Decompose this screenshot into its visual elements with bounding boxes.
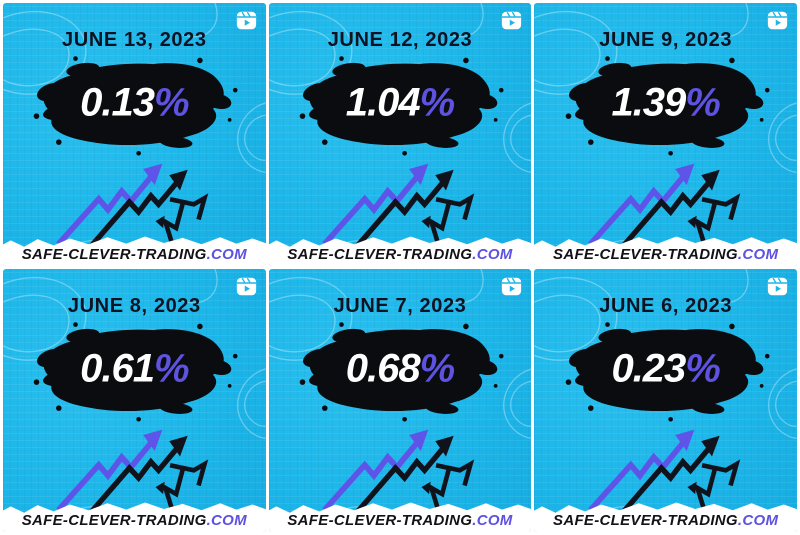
website-label: SAFE-CLEVER-TRADING.COM	[534, 512, 797, 529]
post-date: JUNE 8, 2023	[67, 295, 201, 317]
website-label: SAFE-CLEVER-TRADING.COM	[534, 246, 797, 263]
percent-number: 1.04	[345, 80, 421, 125]
ink-splash: 0.13%	[25, 53, 243, 157]
percent-value: 0.23%	[611, 346, 721, 392]
post-tile: JUNE 7, 2023 0.68% SAFE-CLEVER-TRADING.C…	[268, 269, 532, 532]
ink-splash: 1.39%	[557, 53, 775, 157]
percent-value: 0.61%	[80, 346, 190, 392]
percent-number: 1.39	[611, 80, 686, 125]
post-tile: JUNE 9, 2023 1.39% SAFE-CLEVER-TRADING.C…	[534, 3, 797, 266]
trend-arrows-icon	[582, 422, 750, 514]
site-tld: .COM	[737, 246, 779, 263]
site-tld: .COM	[206, 512, 247, 529]
website-label: SAFE-CLEVER-TRADING.COM	[269, 512, 532, 529]
ink-splash: 0.23%	[557, 319, 775, 423]
website-label: SAFE-CLEVER-TRADING.COM	[269, 246, 532, 263]
site-name: SAFE-CLEVER-TRADING	[21, 512, 207, 529]
site-tld: .COM	[472, 246, 513, 263]
percent-value: 1.04%	[345, 80, 456, 126]
reels-icon	[236, 276, 257, 297]
site-name: SAFE-CLEVER-TRADING	[553, 512, 738, 529]
reels-icon	[501, 10, 522, 31]
trend-arrows-icon	[50, 422, 218, 514]
post-date: JUNE 6, 2023	[599, 295, 733, 317]
ink-splash: 0.61%	[25, 319, 243, 423]
trend-arrows-icon	[316, 156, 484, 248]
percent-sign: %	[685, 80, 721, 125]
site-tld: .COM	[472, 512, 513, 529]
ink-splash: 1.04%	[291, 53, 509, 157]
percent-sign: %	[685, 346, 721, 391]
site-name: SAFE-CLEVER-TRADING	[287, 246, 473, 263]
post-date: JUNE 7, 2023	[333, 295, 467, 317]
post-tile: JUNE 8, 2023 0.61% SAFE-CLEVER-TRADING.C…	[3, 269, 266, 532]
reels-icon	[236, 10, 257, 31]
trend-arrows-icon	[316, 422, 484, 514]
site-tld: .COM	[737, 512, 779, 529]
ink-splash: 0.68%	[291, 319, 509, 423]
reels-icon	[501, 276, 522, 297]
site-name: SAFE-CLEVER-TRADING	[287, 512, 473, 529]
post-tile: JUNE 12, 2023 1.04% SAFE-CLEVER-TRADING.…	[268, 3, 532, 266]
post-tile: JUNE 13, 2023 0.13% SAFE-CLEVER-TRADING.…	[3, 3, 266, 266]
percent-value: 1.39%	[611, 80, 721, 126]
website-label: SAFE-CLEVER-TRADING.COM	[3, 512, 266, 529]
percent-value: 0.13%	[80, 80, 190, 126]
percent-sign: %	[419, 346, 456, 391]
post-date: JUNE 12, 2023	[327, 29, 473, 51]
post-date: JUNE 13, 2023	[62, 29, 207, 51]
site-name: SAFE-CLEVER-TRADING	[21, 246, 207, 263]
percent-sign: %	[153, 80, 190, 125]
post-tile: JUNE 6, 2023 0.23% SAFE-CLEVER-TRADING.C…	[534, 269, 797, 532]
post-date: JUNE 9, 2023	[599, 29, 733, 51]
reels-icon	[767, 276, 788, 297]
site-name: SAFE-CLEVER-TRADING	[553, 246, 738, 263]
percent-number: 0.23	[611, 346, 686, 391]
percent-number: 0.68	[345, 346, 421, 391]
percent-sign: %	[419, 80, 456, 125]
reels-icon	[767, 10, 788, 31]
site-tld: .COM	[206, 246, 247, 263]
percent-sign: %	[153, 346, 190, 391]
percent-value: 0.68%	[345, 346, 456, 392]
website-label: SAFE-CLEVER-TRADING.COM	[3, 246, 266, 263]
trend-arrows-icon	[582, 156, 750, 248]
trend-arrows-icon	[50, 156, 218, 248]
percent-number: 0.61	[80, 346, 155, 391]
percent-number: 0.13	[80, 80, 155, 125]
